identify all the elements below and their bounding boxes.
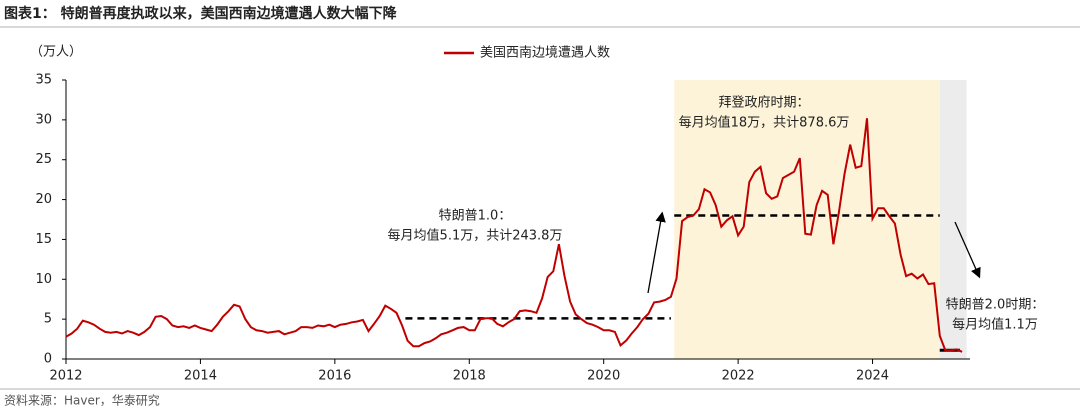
y-tick-label: 5 [44, 312, 52, 327]
annotation: 特朗普2.0时期： [946, 298, 1045, 313]
plot-layer: 0 5 10 15 20 25 30 35 2012 2014 2016 2018 2020 2022 20… [35, 45, 1044, 384]
shaded-region [939, 80, 967, 359]
x-tick-label: 2018 [453, 369, 486, 384]
y-tick-label: 10 [35, 272, 52, 287]
y-tick-label: 0 [44, 352, 52, 367]
y-tick-label: 30 [35, 112, 52, 127]
annotation: 拜登政府时期： [718, 96, 809, 111]
y-tick-label: 20 [35, 192, 52, 207]
x-tick-label: 2020 [587, 369, 620, 384]
arrow [647, 211, 666, 294]
x-tick-label: 2022 [722, 369, 755, 384]
chart-title: 图表1： 特朗普再度执政以来，美国西南边境遭遇人数大幅下降 [4, 5, 398, 22]
annotation: 每月均值18万，共计878.6万 [679, 115, 850, 131]
x-tick-label: 2012 [49, 369, 82, 384]
data-line [65, 118, 963, 353]
source: 资料来源：Haver，华泰研究 [4, 393, 160, 408]
x-tick-label: 2024 [856, 369, 889, 384]
x-tick-label: 2016 [318, 369, 351, 384]
y-tick-label: 35 [35, 73, 52, 88]
legend-label: 美国西南边境遭遇人数 [480, 45, 610, 61]
x-tick-label: 2014 [184, 369, 217, 384]
y-unit: （万人） [30, 45, 82, 60]
annotation: 每月均值5.1万，共计243.8万 [388, 228, 563, 244]
y-tick-label: 25 [35, 152, 52, 167]
annotation: 每月均值1.1万 [952, 317, 1038, 333]
y-tick-label: 15 [35, 232, 52, 247]
arrow [954, 221, 981, 279]
annotation: 特朗普1.0： [439, 209, 512, 224]
